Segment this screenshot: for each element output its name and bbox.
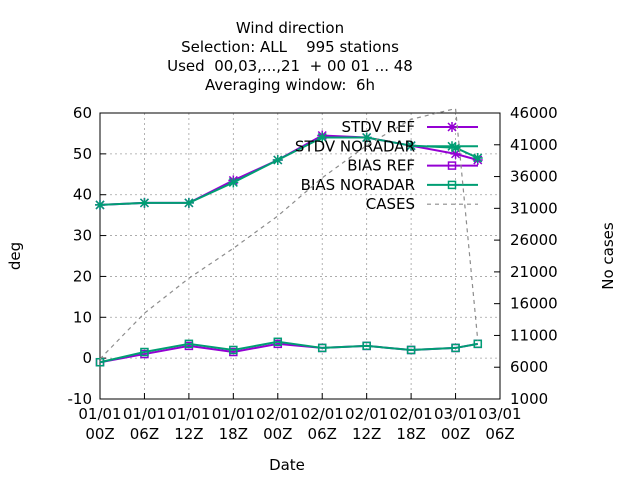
x-tick-label: 01/01 00Z [78,405,121,443]
marker [228,177,239,188]
marker [95,199,105,210]
y-tick-label: 50 [73,145,92,163]
chart-title: Wind direction [236,19,344,37]
y2-tick-label: 6000 [510,358,548,376]
y-tick-label: 10 [73,308,92,326]
y2-axis-label: No cases [599,222,617,290]
marker [139,197,150,208]
chart-title: Used 00,03,...,21 + 00 01 ... 48 [167,57,413,75]
chart-title: Averaging window: 6h [205,76,375,94]
marker [184,339,194,349]
legend-marker [447,161,457,170]
legend-marker [447,180,457,190]
y2-tick-label: 31000 [510,199,558,217]
x-tick-label: 02/01 06Z [301,405,344,443]
y2-tick-label: 16000 [510,295,558,313]
marker [140,347,149,357]
y2-tick-label: 46000 [510,104,558,122]
marker [273,337,283,347]
marker [272,154,283,165]
marker [406,345,416,355]
x-tick-label: 01/01 06Z [123,405,166,443]
legend-label: STDV REF [341,118,415,136]
y2-tick-label: 21000 [510,263,558,281]
series-line [99,340,478,364]
y-tick-label: 30 [73,227,92,245]
marker [451,343,460,353]
y-axis-label: deg [6,242,24,270]
y2-tick-label: 36000 [510,168,558,186]
y-tick-label: 20 [73,267,92,285]
y2-tick-label: 26000 [510,231,558,249]
y2-tick-label: 1000 [510,390,548,408]
chart-title: Selection: ALL 995 stations [181,38,399,56]
y2-tick-label: 41000 [510,136,558,154]
marker [317,132,328,143]
legend-marker [447,141,457,152]
marker [229,345,238,355]
plot-border [99,112,501,400]
marker [183,197,194,208]
y-tick-label: 0 [82,349,92,367]
legend-marker [447,122,457,132]
legend-label: CASES [366,195,415,213]
marker [317,343,327,353]
y-tick-label: 60 [73,104,92,122]
y-tick-label: 40 [73,186,92,204]
y2-tick-label: 11000 [510,326,558,344]
marker [450,142,461,153]
series-line [99,342,478,364]
x-tick-label: 02/01 12Z [345,405,388,443]
legend-label: BIAS NORADAR [301,176,415,194]
x-tick-label: 01/01 18Z [212,405,255,443]
x-tick-label: 01/01 12Z [167,405,210,443]
marker [450,148,461,159]
x-axis-label: Date [269,456,305,474]
legend-label: STDV NORADAR [295,137,415,155]
legend-label: BIAS REF [347,157,415,175]
marker [361,132,372,143]
x-tick-label: 03/01 06Z [478,405,521,443]
series-line [99,107,479,360]
marker [406,140,417,151]
y-tick-label: -10 [68,390,93,408]
x-tick-label: 02/01 00Z [256,405,299,443]
x-tick-label: 03/01 00Z [434,405,477,443]
marker [472,152,483,163]
marker [362,341,371,351]
x-tick-label: 02/01 18Z [389,405,432,443]
